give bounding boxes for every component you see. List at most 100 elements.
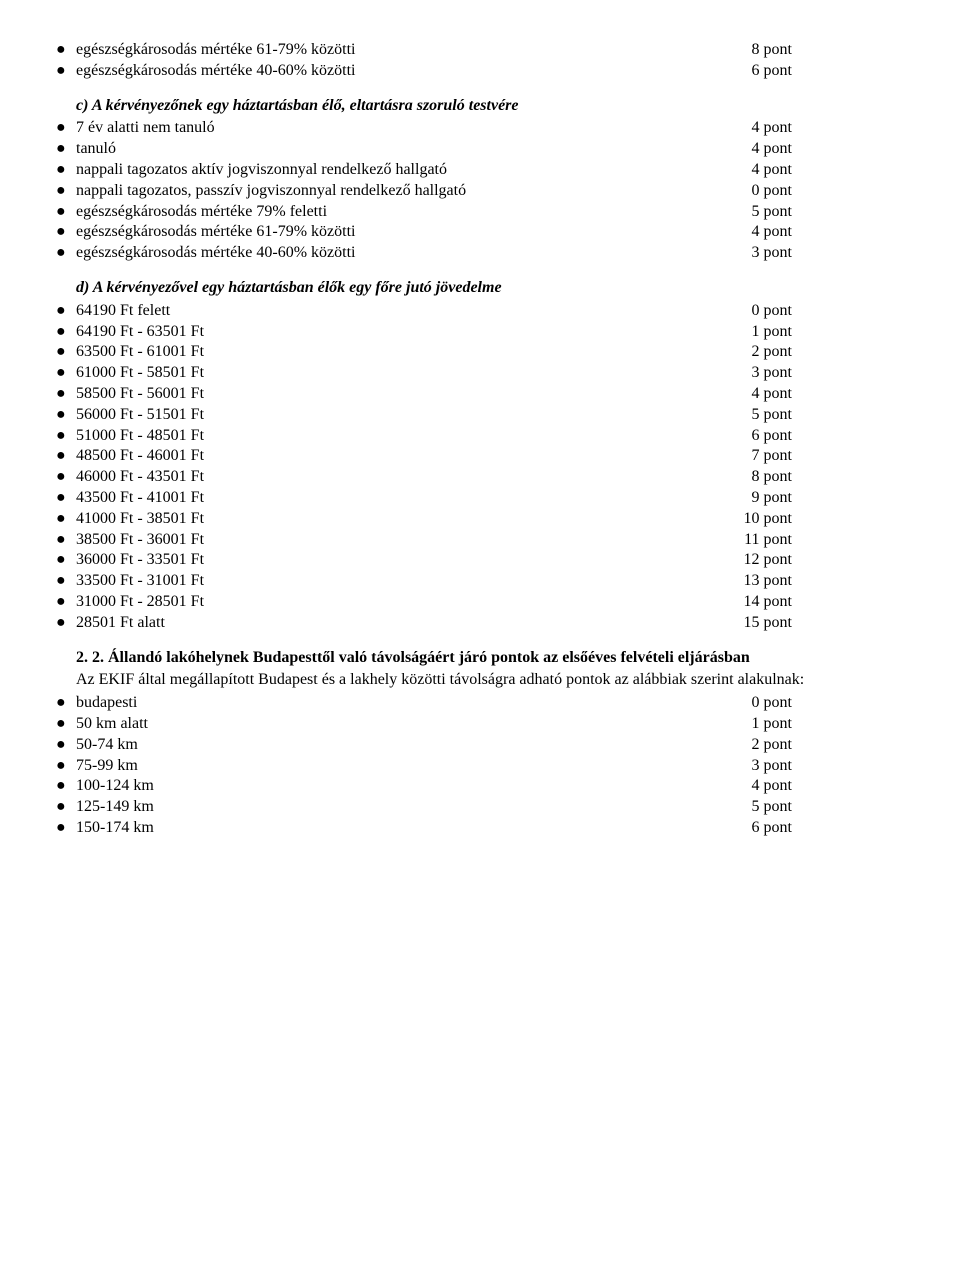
list-item: ●41000 Ft - 38501 Ft10 pont [48,509,912,530]
bullet-icon: ● [48,735,76,756]
list-item-points: 0 pont [752,693,912,714]
list-section-a: ●egészségkárosodás mértéke 61-79% között… [48,40,912,82]
list-item-label: 61000 Ft - 58501 Ft [76,363,752,384]
list-item: ●150-174 km6 pont [48,818,912,839]
list-item: ●nappali tagozatos, passzív jogviszonnya… [48,181,912,202]
list-item: ●100-124 km4 pont [48,776,912,797]
list-item-label: 50 km alatt [76,714,752,735]
list-item: ●50-74 km2 pont [48,735,912,756]
bullet-icon: ● [48,797,76,818]
list-item-points: 8 pont [752,467,912,488]
list-item-points: 12 pont [744,550,912,571]
list-item: ●48500 Ft - 46001 Ft7 pont [48,446,912,467]
bullet-icon: ● [48,613,76,634]
list-item-label: 150-174 km [76,818,752,839]
list-item-label: 38500 Ft - 36001 Ft [76,530,744,551]
list-item-points: 10 pont [744,509,912,530]
bullet-icon: ● [48,342,76,363]
list-item-points: 9 pont [752,488,912,509]
list-item-label: 63500 Ft - 61001 Ft [76,342,752,363]
list-item: ●7 év alatti nem tanuló4 pont [48,118,912,139]
list-item-label: 41000 Ft - 38501 Ft [76,509,744,530]
bullet-icon: ● [48,818,76,839]
list-item-label: 75-99 km [76,756,752,777]
list-item-points: 1 pont [752,322,912,343]
list-item-points: 1 pont [752,714,912,735]
list-item-label: 50-74 km [76,735,752,756]
list-item-label: 48500 Ft - 46001 Ft [76,446,752,467]
list-item-points: 3 pont [752,756,912,777]
list-item-points: 6 pont [752,426,912,447]
list-item-label: egészségkárosodás mértéke 61-79% közötti [76,222,752,243]
list-item: ●tanuló4 pont [48,139,912,160]
list-item-points: 0 pont [752,301,912,322]
bullet-icon: ● [48,40,76,61]
list-item-label: 58500 Ft - 56001 Ft [76,384,752,405]
list-item-points: 15 pont [744,613,912,634]
list-item: ●egészségkárosodás mértéke 40-60% között… [48,243,912,264]
bullet-icon: ● [48,488,76,509]
bullet-icon: ● [48,405,76,426]
list-item-label: 43500 Ft - 41001 Ft [76,488,752,509]
section-2-2-body: Az EKIF által megállapított Budapest és … [76,670,912,691]
bullet-icon: ● [48,426,76,447]
list-item-label: budapesti [76,693,752,714]
bullet-icon: ● [48,322,76,343]
list-item-label: 36000 Ft - 33501 Ft [76,550,744,571]
list-section-c: ●7 év alatti nem tanuló4 pont●tanuló4 po… [48,118,912,264]
list-item-label: egészségkárosodás mértéke 61-79% közötti [76,40,752,61]
list-item: ●36000 Ft - 33501 Ft12 pont [48,550,912,571]
list-item-points: 5 pont [752,405,912,426]
bullet-icon: ● [48,756,76,777]
list-item-points: 11 pont [744,530,912,551]
bullet-icon: ● [48,550,76,571]
list-item-points: 4 pont [752,222,912,243]
list-item: ●58500 Ft - 56001 Ft4 pont [48,384,912,405]
bullet-icon: ● [48,571,76,592]
list-section-2-2: ●budapesti0 pont●50 km alatt1 pont●50-74… [48,693,912,839]
list-item: ●51000 Ft - 48501 Ft6 pont [48,426,912,447]
bullet-icon: ● [48,202,76,223]
bullet-icon: ● [48,160,76,181]
list-item: ●egészségkárosodás mértéke 40-60% között… [48,61,912,82]
bullet-icon: ● [48,363,76,384]
list-item-points: 13 pont [744,571,912,592]
list-item: ●nappali tagozatos aktív jogviszonnyal r… [48,160,912,181]
bullet-icon: ● [48,446,76,467]
list-item: ●64190 Ft - 63501 Ft1 pont [48,322,912,343]
list-item-label: 64190 Ft felett [76,301,752,322]
list-item-label: 56000 Ft - 51501 Ft [76,405,752,426]
heading-section-d: d) A kérvényezővel egy háztartásban élők… [48,278,912,299]
bullet-icon: ● [48,181,76,202]
bullet-icon: ● [48,384,76,405]
list-item: ●28501 Ft alatt15 pont [48,613,912,634]
bullet-icon: ● [48,243,76,264]
list-item: ●33500 Ft - 31001 Ft13 pont [48,571,912,592]
bullet-icon: ● [48,467,76,488]
list-item-points: 4 pont [752,139,912,160]
list-item-points: 4 pont [752,776,912,797]
bullet-icon: ● [48,301,76,322]
heading-section-d-text: d) A kérvényezővel egy háztartásban élők… [76,279,502,296]
list-item-points: 6 pont [752,818,912,839]
list-item-points: 2 pont [752,342,912,363]
list-item: ●125-149 km5 pont [48,797,912,818]
list-item: ●egészségkárosodás mértéke 61-79% között… [48,222,912,243]
bullet-icon: ● [48,530,76,551]
section-2-2-title: 2. 2. Állandó lakóhelynek Budapesttől va… [76,648,912,669]
list-item-label: nappali tagozatos, passzív jogviszonnyal… [76,181,752,202]
bullet-icon: ● [48,776,76,797]
list-item-label: egészségkárosodás mértéke 79% feletti [76,202,752,223]
list-item: ●50 km alatt1 pont [48,714,912,735]
heading-section-c-text: c) A kérvényezőnek egy háztartásban élő,… [76,97,519,114]
list-item-label: tanuló [76,139,752,160]
list-item-points: 4 pont [752,160,912,181]
list-item-label: 7 év alatti nem tanuló [76,118,752,139]
list-item: ●56000 Ft - 51501 Ft5 pont [48,405,912,426]
list-item: ●egészségkárosodás mértéke 79% feletti5 … [48,202,912,223]
list-item-label: egészségkárosodás mértéke 40-60% közötti [76,61,752,82]
list-item-points: 6 pont [752,61,912,82]
list-item-label: 100-124 km [76,776,752,797]
list-item-points: 8 pont [752,40,912,61]
list-item-points: 4 pont [752,118,912,139]
